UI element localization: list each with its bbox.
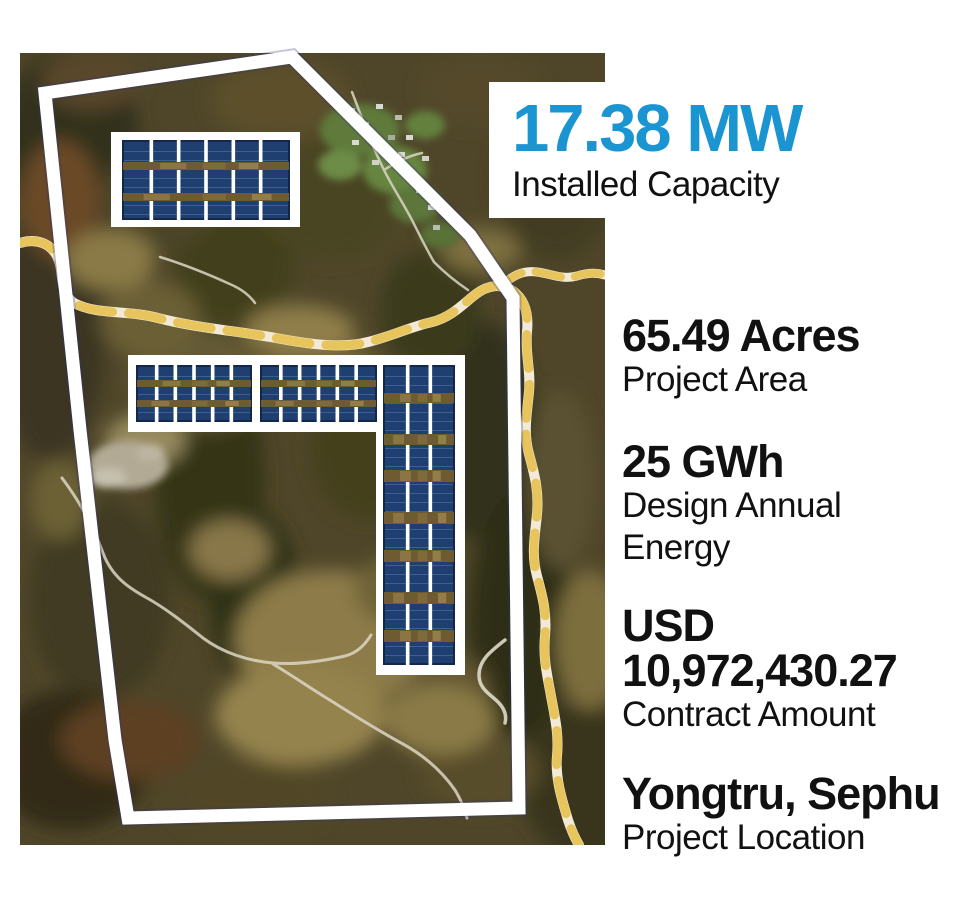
headline-label: Installed Capacity <box>512 165 780 204</box>
headline-value: 17.38 MW <box>512 91 803 166</box>
stat-value-line: USD <box>622 600 715 651</box>
stat-project-area: 65.49 Acres Project Area <box>622 310 861 401</box>
stat-label-line: Design Annual <box>622 486 842 525</box>
stat-value-line: 10,972,430.27 <box>622 645 898 696</box>
stat-label: Contract Amount <box>622 694 897 736</box>
stat-label: Project Location <box>622 817 940 859</box>
headline: 17.38 MW Installed Capacity <box>512 91 803 205</box>
stat-label: Design Annual Energy <box>622 485 842 569</box>
project-boundary <box>35 47 528 827</box>
scree-patch <box>88 441 168 489</box>
highway-road <box>20 236 605 845</box>
stat-design-annual-energy: 25 GWh Design Annual Energy <box>622 439 842 569</box>
stat-value-line: 65.49 Acres <box>622 310 861 361</box>
stat-label-line: Project Area <box>622 360 807 399</box>
stat-value: Yongtru, Sephu <box>622 768 941 819</box>
stat-value: USD 10,972,430.27 <box>622 600 898 696</box>
stat-label: Project Area <box>622 359 860 401</box>
stat-project-location: Yongtru, Sephu Project Location <box>622 768 941 859</box>
stat-value-line: Yongtru, Sephu <box>622 768 941 819</box>
stat-label-line: Energy <box>622 528 730 567</box>
stat-value: 25 GWh <box>622 439 841 484</box>
solar-arrays <box>111 132 465 675</box>
stat-label-line: Contract Amount <box>622 695 876 734</box>
stat-label-line: Project Location <box>622 818 865 857</box>
stat-value: 65.49 Acres <box>622 310 861 361</box>
stat-contract-amount: USD 10,972,430.27 Contract Amount <box>622 600 898 736</box>
headline-panel <box>489 82 891 218</box>
stat-value-line: 25 GWh <box>622 436 785 487</box>
